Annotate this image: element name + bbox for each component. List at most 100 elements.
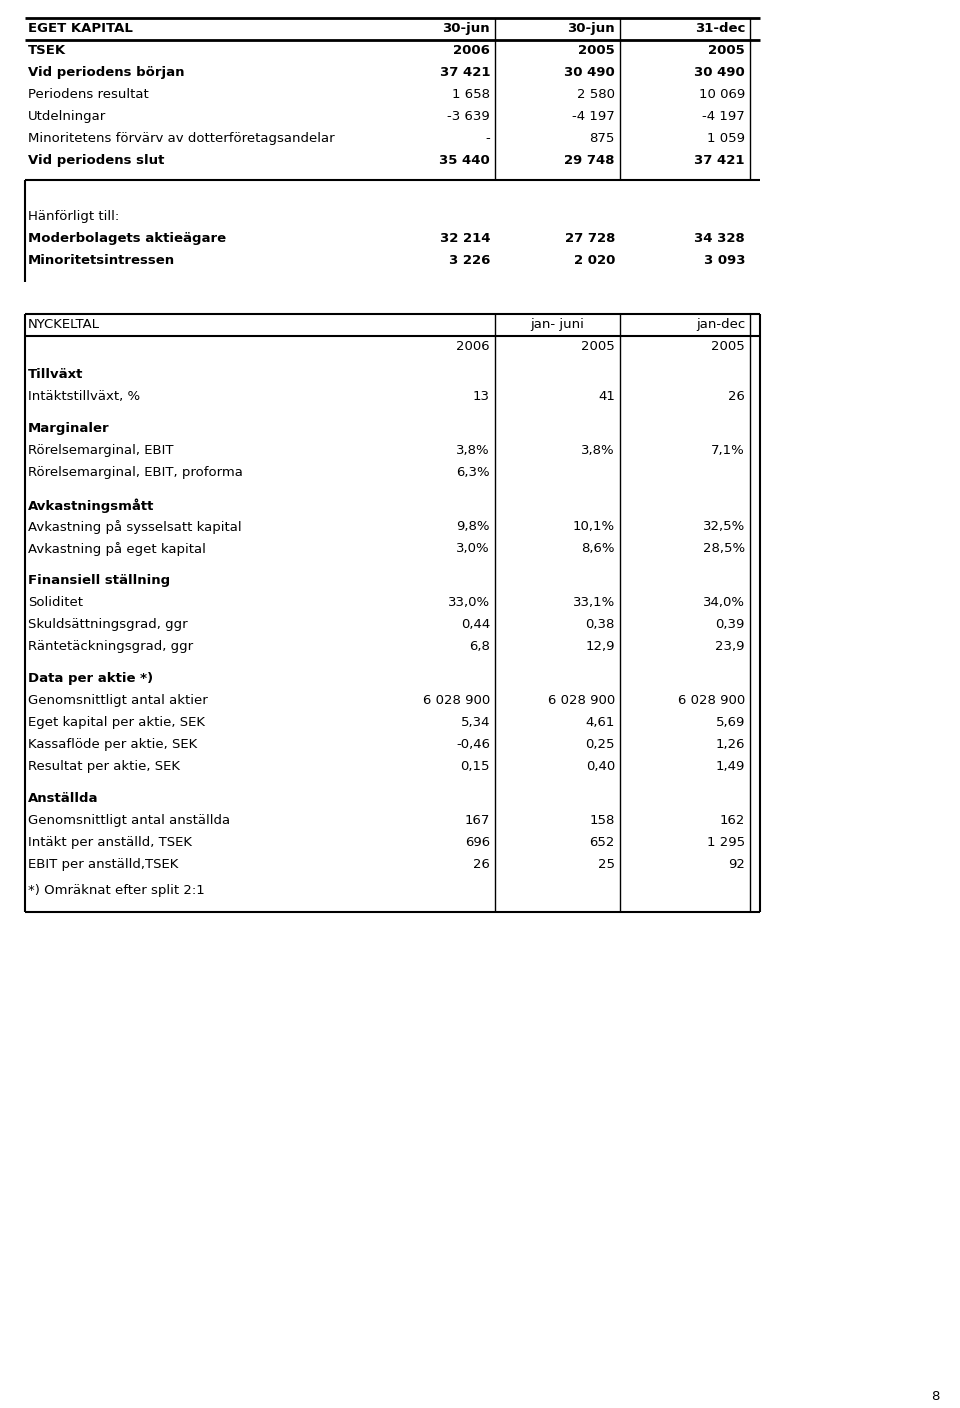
Text: 1,49: 1,49	[715, 760, 745, 773]
Text: Skuldsättningsgrad, ggr: Skuldsättningsgrad, ggr	[28, 618, 187, 631]
Text: 1 059: 1 059	[707, 132, 745, 145]
Text: 2005: 2005	[578, 44, 615, 56]
Text: 1 295: 1 295	[707, 836, 745, 849]
Text: Utdelningar: Utdelningar	[28, 110, 107, 122]
Text: 8: 8	[931, 1390, 940, 1402]
Text: TSEK: TSEK	[28, 44, 66, 56]
Text: 1 658: 1 658	[452, 87, 490, 101]
Text: Intäktstillväxt, %: Intäktstillväxt, %	[28, 390, 140, 403]
Text: 875: 875	[589, 132, 615, 145]
Text: 4,61: 4,61	[586, 717, 615, 729]
Text: 92: 92	[728, 857, 745, 872]
Text: 32 214: 32 214	[440, 232, 490, 245]
Text: 32,5%: 32,5%	[703, 520, 745, 534]
Text: Data per aktie *): Data per aktie *)	[28, 672, 154, 686]
Text: 12,9: 12,9	[586, 641, 615, 653]
Text: Moderbolagets aktieägare: Moderbolagets aktieägare	[28, 232, 227, 245]
Text: 0,40: 0,40	[586, 760, 615, 773]
Text: -0,46: -0,46	[456, 738, 490, 750]
Text: 13: 13	[473, 390, 490, 403]
Text: Rörelsemarginal, EBIT: Rörelsemarginal, EBIT	[28, 444, 174, 458]
Text: 162: 162	[720, 814, 745, 826]
Text: 0,25: 0,25	[586, 738, 615, 750]
Text: 2005: 2005	[581, 339, 615, 353]
Text: Genomsnittligt antal aktier: Genomsnittligt antal aktier	[28, 694, 207, 707]
Text: Rörelsemarginal, EBIT, proforma: Rörelsemarginal, EBIT, proforma	[28, 466, 243, 479]
Text: Vid periodens slut: Vid periodens slut	[28, 153, 164, 168]
Text: 3,8%: 3,8%	[456, 444, 490, 458]
Text: Finansiell ställning: Finansiell ställning	[28, 574, 170, 587]
Text: Minoritetens förvärv av dotterföretagsandelar: Minoritetens förvärv av dotterföretagsan…	[28, 132, 335, 145]
Text: 167: 167	[465, 814, 490, 826]
Text: Tillväxt: Tillväxt	[28, 367, 84, 382]
Text: 5,34: 5,34	[461, 717, 490, 729]
Text: jan-dec: jan-dec	[696, 318, 745, 331]
Text: 37 421: 37 421	[440, 66, 490, 79]
Text: EGET KAPITAL: EGET KAPITAL	[28, 23, 132, 35]
Text: Räntetäckningsgrad, ggr: Räntetäckningsgrad, ggr	[28, 641, 193, 653]
Text: 10 069: 10 069	[699, 87, 745, 101]
Text: 158: 158	[589, 814, 615, 826]
Text: 2006: 2006	[453, 44, 490, 56]
Text: Periodens resultat: Periodens resultat	[28, 87, 149, 101]
Text: 33,0%: 33,0%	[448, 596, 490, 610]
Text: Anställda: Anställda	[28, 791, 99, 805]
Text: Minoritetsintressen: Minoritetsintressen	[28, 253, 175, 268]
Text: 696: 696	[465, 836, 490, 849]
Text: 30 490: 30 490	[694, 66, 745, 79]
Text: 28,5%: 28,5%	[703, 542, 745, 555]
Text: Hänförligt till:: Hänförligt till:	[28, 210, 119, 222]
Text: 26: 26	[728, 390, 745, 403]
Text: 6,3%: 6,3%	[456, 466, 490, 479]
Text: Avkastning på sysselsatt kapital: Avkastning på sysselsatt kapital	[28, 520, 242, 534]
Text: 33,1%: 33,1%	[573, 596, 615, 610]
Text: Intäkt per anställd, TSEK: Intäkt per anställd, TSEK	[28, 836, 192, 849]
Text: -: -	[485, 132, 490, 145]
Text: 0,15: 0,15	[461, 760, 490, 773]
Text: jan- juni: jan- juni	[531, 318, 585, 331]
Text: NYCKELTAL: NYCKELTAL	[28, 318, 100, 331]
Text: 27 728: 27 728	[564, 232, 615, 245]
Text: 0,38: 0,38	[586, 618, 615, 631]
Text: 3,0%: 3,0%	[456, 542, 490, 555]
Text: 7,1%: 7,1%	[711, 444, 745, 458]
Text: Vid periodens början: Vid periodens början	[28, 66, 184, 79]
Text: -4 197: -4 197	[572, 110, 615, 122]
Text: 37 421: 37 421	[694, 153, 745, 168]
Text: 6,8: 6,8	[469, 641, 490, 653]
Text: 30-jun: 30-jun	[567, 23, 615, 35]
Text: 652: 652	[589, 836, 615, 849]
Text: 26: 26	[473, 857, 490, 872]
Text: 5,69: 5,69	[715, 717, 745, 729]
Text: 1,26: 1,26	[715, 738, 745, 750]
Text: 3 093: 3 093	[704, 253, 745, 268]
Text: Eget kapital per aktie, SEK: Eget kapital per aktie, SEK	[28, 717, 205, 729]
Text: 2006: 2006	[456, 339, 490, 353]
Text: 3,8%: 3,8%	[582, 444, 615, 458]
Text: 31-dec: 31-dec	[695, 23, 745, 35]
Text: *) Omräknat efter split 2:1: *) Omräknat efter split 2:1	[28, 884, 204, 897]
Text: 2 020: 2 020	[574, 253, 615, 268]
Text: 25: 25	[598, 857, 615, 872]
Text: -4 197: -4 197	[703, 110, 745, 122]
Text: 23,9: 23,9	[715, 641, 745, 653]
Text: Marginaler: Marginaler	[28, 422, 109, 435]
Text: 6 028 900: 6 028 900	[678, 694, 745, 707]
Text: 29 748: 29 748	[564, 153, 615, 168]
Text: 41: 41	[598, 390, 615, 403]
Text: EBIT per anställd,TSEK: EBIT per anställd,TSEK	[28, 857, 179, 872]
Text: 10,1%: 10,1%	[573, 520, 615, 534]
Text: 6 028 900: 6 028 900	[548, 694, 615, 707]
Text: 2 580: 2 580	[577, 87, 615, 101]
Text: -3 639: -3 639	[447, 110, 490, 122]
Text: 2005: 2005	[711, 339, 745, 353]
Text: 30 490: 30 490	[564, 66, 615, 79]
Text: Resultat per aktie, SEK: Resultat per aktie, SEK	[28, 760, 180, 773]
Text: 30-jun: 30-jun	[443, 23, 490, 35]
Text: Avkastning på eget kapital: Avkastning på eget kapital	[28, 542, 205, 556]
Text: 0,44: 0,44	[461, 618, 490, 631]
Text: Genomsnittligt antal anställda: Genomsnittligt antal anställda	[28, 814, 230, 826]
Text: 35 440: 35 440	[440, 153, 490, 168]
Text: 8,6%: 8,6%	[582, 542, 615, 555]
Text: 6 028 900: 6 028 900	[422, 694, 490, 707]
